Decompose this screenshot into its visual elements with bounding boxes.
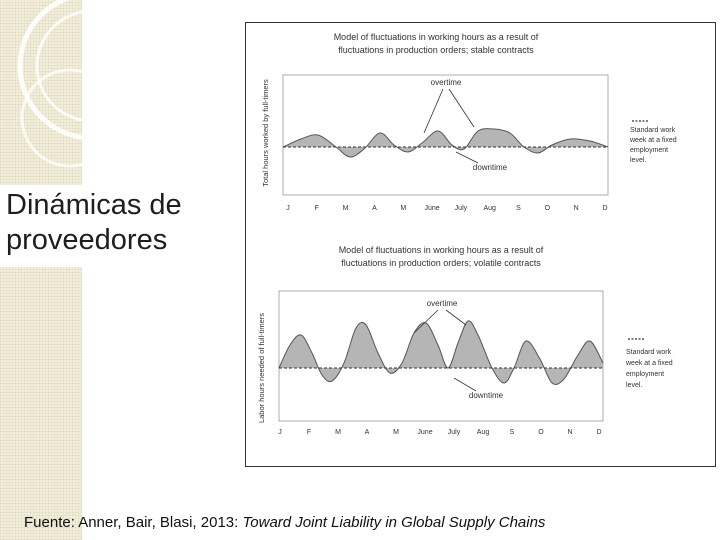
chart1-overtime-area [283, 128, 608, 147]
source-caption-title: Toward Joint Liability in Global Supply … [242, 514, 546, 531]
chart1-overtime-label: overtime [431, 78, 462, 87]
x-tick-label: June [425, 205, 440, 212]
chart2-downtime-arrow [453, 377, 477, 392]
figure-image: Model of fluctuations in working hours a… [245, 22, 716, 467]
chart2-legend-line-4: level. [626, 382, 642, 389]
x-tick-label: S [510, 429, 515, 436]
chart2-downtime-label: downtime [469, 391, 504, 400]
x-tick-label: D [596, 429, 601, 436]
chart2-x-tick-labels: J F M A M June July Aug S O N D [278, 429, 601, 436]
chart-panel-2: Model of fluctuations in working hours a… [257, 245, 673, 436]
x-tick-label: M [400, 205, 406, 212]
x-tick-label: A [365, 429, 370, 436]
x-tick-label: July [448, 429, 461, 436]
chart1-overtime-arrow-right [448, 88, 475, 128]
chart2-overtime-arrow-left [413, 309, 439, 334]
title-background [0, 185, 232, 267]
x-tick-label: Aug [483, 205, 496, 212]
x-tick-label: D [602, 205, 607, 212]
chart2-legend-line-3: employment [626, 371, 664, 378]
chart2-curve [278, 320, 604, 385]
x-tick-label: O [545, 205, 551, 212]
chart1-title-line-2: fluctuations in production orders; stabl… [338, 45, 534, 55]
x-tick-label: Aug [477, 429, 490, 436]
chart2-overtime-arrow-right [445, 309, 467, 326]
x-tick-label: M [343, 205, 349, 212]
chart2-plot-frame [278, 290, 604, 422]
decorative-circles [17, 0, 167, 168]
chart1-plot-frame [282, 74, 609, 196]
x-tick-label: N [567, 429, 572, 436]
x-tick-label: F [307, 429, 311, 436]
slide-title-line-1: Dinámicas de [6, 189, 182, 221]
chart2-overtime-label: overtime [427, 299, 458, 308]
x-tick-label: S [516, 205, 521, 212]
x-tick-label: O [538, 429, 544, 436]
x-tick-label: F [315, 205, 319, 212]
chart1-downtime-area [283, 147, 608, 158]
x-tick-label: July [455, 205, 468, 212]
chart2-legend-line-1: Standard work [626, 349, 672, 356]
chart1-x-tick-labels: J F M A M June July Aug S O N D [286, 205, 607, 212]
x-tick-label: M [393, 429, 399, 436]
chart2-title-line-2: fluctuations in production orders; volat… [341, 258, 541, 268]
x-tick-label: A [372, 205, 377, 212]
chart1-legend-line-4: level. [630, 157, 646, 164]
x-tick-label: June [417, 429, 432, 436]
slide-title-line-2: proveedores [6, 224, 168, 256]
chart1-downtime-arrow [455, 151, 479, 164]
chart2-legend-line-2: week at a fixed [625, 360, 673, 367]
chart1-legend-line-2: week at a fixed [629, 137, 677, 144]
chart1-legend-line-1: Standard work [630, 127, 676, 134]
chart-panel-1: Model of fluctuations in working hours a… [261, 32, 677, 212]
chart1-overtime-arrow-left [423, 88, 444, 134]
chart1-y-axis-label: Total hours worked by full-timers [261, 79, 270, 187]
slide-title: Dinámicas de proveedores [6, 188, 232, 258]
x-tick-label: J [286, 205, 290, 212]
x-tick-label: J [278, 429, 282, 436]
source-caption: Fuente: Anner, Bair, Blasi, 2013: Toward… [24, 514, 545, 531]
chart1-downtime-label: downtime [473, 163, 508, 172]
source-caption-prefix: Fuente: Anner, Bair, Blasi, 2013: [24, 514, 243, 531]
chart1-legend-line-3: employment [630, 147, 668, 154]
figure-svg: Model of fluctuations in working hours a… [257, 32, 677, 436]
chart1-curve [282, 128, 609, 158]
x-tick-label: N [574, 205, 579, 212]
chart2-y-axis-label: Labor hours needed of full-timers [257, 313, 266, 423]
x-tick-label: M [335, 429, 341, 436]
chart2-title-line-1: Model of fluctuations in working hours a… [339, 245, 544, 255]
chart2-overtime-area [279, 320, 603, 368]
chart1-title-line-1: Model of fluctuations in working hours a… [334, 32, 539, 42]
